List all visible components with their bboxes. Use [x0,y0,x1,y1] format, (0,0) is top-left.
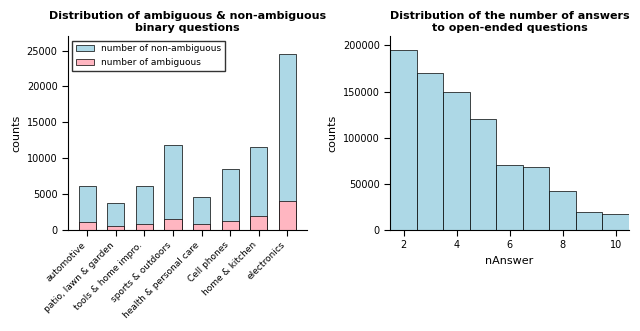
Bar [549,191,576,230]
Bar [576,212,602,230]
Bar [278,201,296,230]
Y-axis label: counts: counts [11,115,21,152]
Bar [136,223,153,230]
Bar [250,216,267,230]
Bar [136,185,153,230]
Bar [193,197,210,230]
X-axis label: nAnswer: nAnswer [486,256,534,266]
Bar [417,73,444,230]
Bar [444,92,470,230]
Bar [496,166,523,230]
Bar [523,167,549,230]
Bar [108,226,124,230]
Bar [390,50,417,230]
Bar [164,145,182,230]
Y-axis label: counts: counts [328,115,337,152]
Bar [193,223,210,230]
Bar [221,221,239,230]
Bar [221,169,239,230]
Bar [79,185,96,230]
Bar [278,54,296,230]
Bar [602,214,629,230]
Legend: number of non-ambiguous, number of ambiguous: number of non-ambiguous, number of ambig… [72,41,225,71]
Bar [108,203,124,230]
Title: Distribution of ambiguous & non-ambiguous
binary questions: Distribution of ambiguous & non-ambiguou… [49,11,326,33]
Bar [470,119,496,230]
Title: Distribution of the number of answers
to open-ended questions: Distribution of the number of answers to… [390,11,629,33]
Bar [250,148,267,230]
Bar [79,222,96,230]
Bar [164,218,182,230]
